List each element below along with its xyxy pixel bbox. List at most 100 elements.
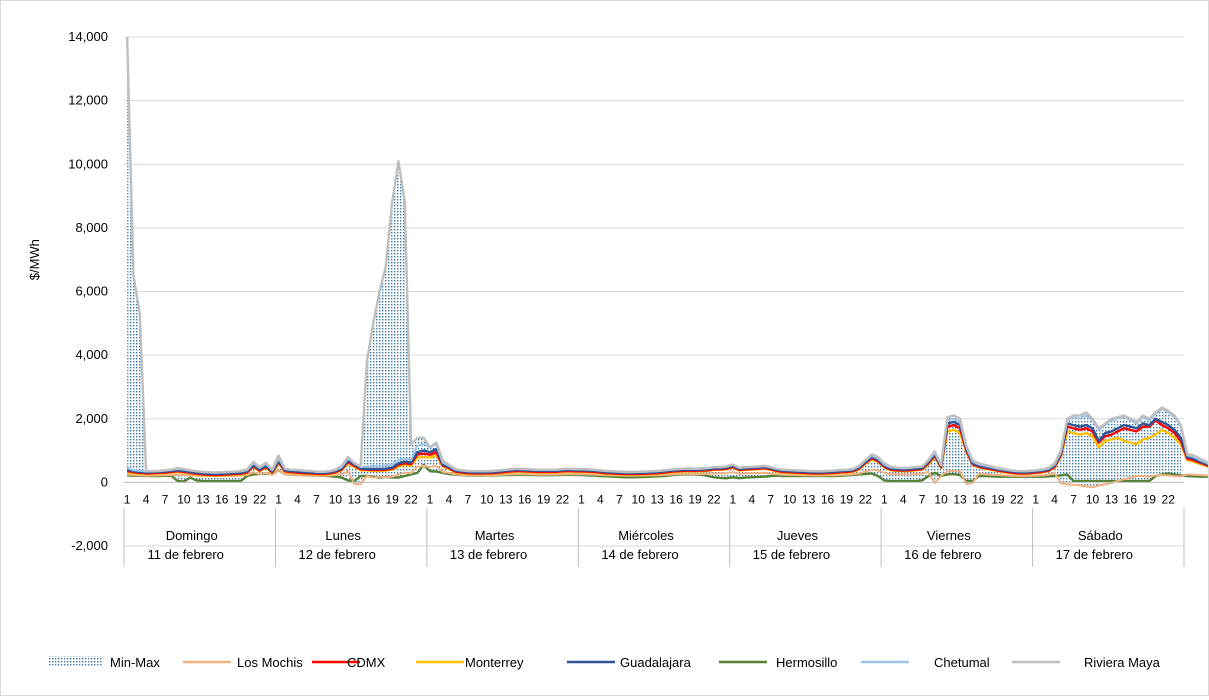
day-name-label: Jueves (777, 528, 819, 543)
x-hour-tick: 13 (1105, 492, 1119, 506)
legend-label: CDMX (347, 655, 386, 670)
x-hour-tick: 7 (616, 492, 623, 506)
x-hour-tick: 10 (783, 492, 797, 506)
x-hour-tick: 1 (275, 492, 282, 506)
x-hour-tick: 10 (177, 492, 191, 506)
x-hour-tick: 13 (953, 492, 967, 506)
x-hour-tick: 13 (196, 492, 210, 506)
x-hour-tick: 1 (578, 492, 585, 506)
y-tick-label: 6,000 (75, 284, 108, 299)
x-hour-tick: 22 (404, 492, 418, 506)
x-hour-tick: 10 (632, 492, 646, 506)
x-hour-tick: 4 (294, 492, 301, 506)
x-hour-tick: 13 (802, 492, 816, 506)
x-hour-tick: 10 (329, 492, 343, 506)
min-max-area (127, 37, 1181, 488)
x-hour-tick: 16 (1124, 492, 1138, 506)
x-hour-tick: 10 (480, 492, 494, 506)
legend-label: Hermosillo (776, 655, 837, 670)
legend-label: Los Mochis (237, 655, 303, 670)
day-date-label: 12 de febrero (298, 547, 375, 562)
x-hour-tick: 4 (143, 492, 150, 506)
day-name-label: Sábado (1078, 528, 1123, 543)
x-hour-tick: 19 (537, 492, 551, 506)
x-hour-tick: 1 (881, 492, 888, 506)
day-date-label: 15 de febrero (753, 547, 830, 562)
x-hour-tick: 22 (1010, 492, 1024, 506)
legend: Min-Max Los Mochis CDMX Monterrey Guadalajar… (49, 655, 1161, 670)
series-line-los-mochis (127, 464, 1209, 489)
x-hour-tick: 7 (919, 492, 926, 506)
x-hour-tick: 7 (162, 492, 169, 506)
x-hour-tick: 19 (688, 492, 702, 506)
x-hour-tick: 19 (991, 492, 1005, 506)
y-tick-label: 4,000 (75, 347, 108, 362)
series-lines (125, 36, 1209, 489)
x-hour-tick: 10 (934, 492, 948, 506)
x-hour-tick: 16 (821, 492, 835, 506)
x-hour-tick: 19 (234, 492, 248, 506)
x-hour-tick: 22 (556, 492, 570, 506)
y-tick-label: 10,000 (68, 156, 108, 171)
series-line-guadalajara (126, 417, 1209, 476)
x-hour-tick: 16 (669, 492, 683, 506)
x-hour-tick: 16 (518, 492, 532, 506)
min-max-band (127, 37, 1181, 488)
day-name-label: Miércoles (618, 528, 674, 543)
y-tick-label: 14,000 (68, 29, 108, 44)
x-hour-tick: 4 (900, 492, 907, 506)
x-hour-tick: 13 (499, 492, 513, 506)
day-date-label: 11 de febrero (148, 547, 224, 562)
x-hour-tick: 10 (1086, 492, 1100, 506)
x-hour-tick: 7 (767, 492, 774, 506)
legend-label: Min-Max (110, 655, 160, 670)
day-date-label: 17 de febrero (1056, 547, 1133, 562)
y-tick-label: -2,000 (71, 538, 108, 553)
y-tick-label: 2,000 (75, 411, 108, 426)
legend-swatch-min-max (49, 656, 103, 667)
day-date-label: 13 de febrero (450, 547, 527, 562)
day-name-label: Viernes (927, 528, 971, 543)
x-hour-tick: 16 (215, 492, 229, 506)
x-hour-tick: 4 (1051, 492, 1058, 506)
x-hour-tick: 22 (1162, 492, 1176, 506)
day-name-label: Martes (475, 528, 515, 543)
x-hour-tick: 13 (650, 492, 664, 506)
x-hour-tick: 22 (859, 492, 873, 506)
y-axis-label: $/MWh (27, 239, 42, 280)
x-hour-tick: 13 (348, 492, 362, 506)
x-hour-tick: 22 (253, 492, 267, 506)
x-hour-tick: 4 (748, 492, 755, 506)
day-name-label: Domingo (166, 528, 218, 543)
day-date-label: 16 de febrero (904, 547, 981, 562)
x-hour-tick: 1 (124, 492, 131, 506)
x-hour-tick: 19 (840, 492, 854, 506)
series-line-hermosillo (127, 463, 1209, 483)
x-hour-tick: 16 (367, 492, 381, 506)
series-line-cdmx (126, 419, 1209, 477)
x-hour-tick: 1 (1032, 492, 1039, 506)
x-hour-tick: 1 (730, 492, 737, 506)
series-line-riviera-maya (125, 36, 1209, 474)
day-name-label: Lunes (325, 528, 361, 543)
legend-label: Riviera Maya (1084, 655, 1161, 670)
axes: -2,000 0 2,000 4,000 6,000 8,000 10,000 12,000 1… (68, 29, 1185, 567)
x-hour-tick: 7 (465, 492, 472, 506)
x-hour-tick: 1 (427, 492, 434, 506)
day-date-label: 14 de febrero (601, 547, 678, 562)
x-hour-tick: 22 (707, 492, 721, 506)
x-hour-tick: 4 (597, 492, 604, 506)
legend-label: Chetumal (934, 655, 990, 670)
y-tick-label: 12,000 (68, 93, 108, 108)
x-hour-tick: 19 (385, 492, 399, 506)
x-hour-tick: 19 (1143, 492, 1157, 506)
x-hour-tick: 7 (313, 492, 320, 506)
x-hour-tick: 4 (446, 492, 453, 506)
x-hour-tick: 16 (972, 492, 986, 506)
legend-label: Monterrey (465, 655, 524, 670)
y-tick-label: 0 (101, 474, 108, 489)
legend-label: Guadalajara (620, 655, 692, 670)
x-hour-tick: 7 (1070, 492, 1077, 506)
